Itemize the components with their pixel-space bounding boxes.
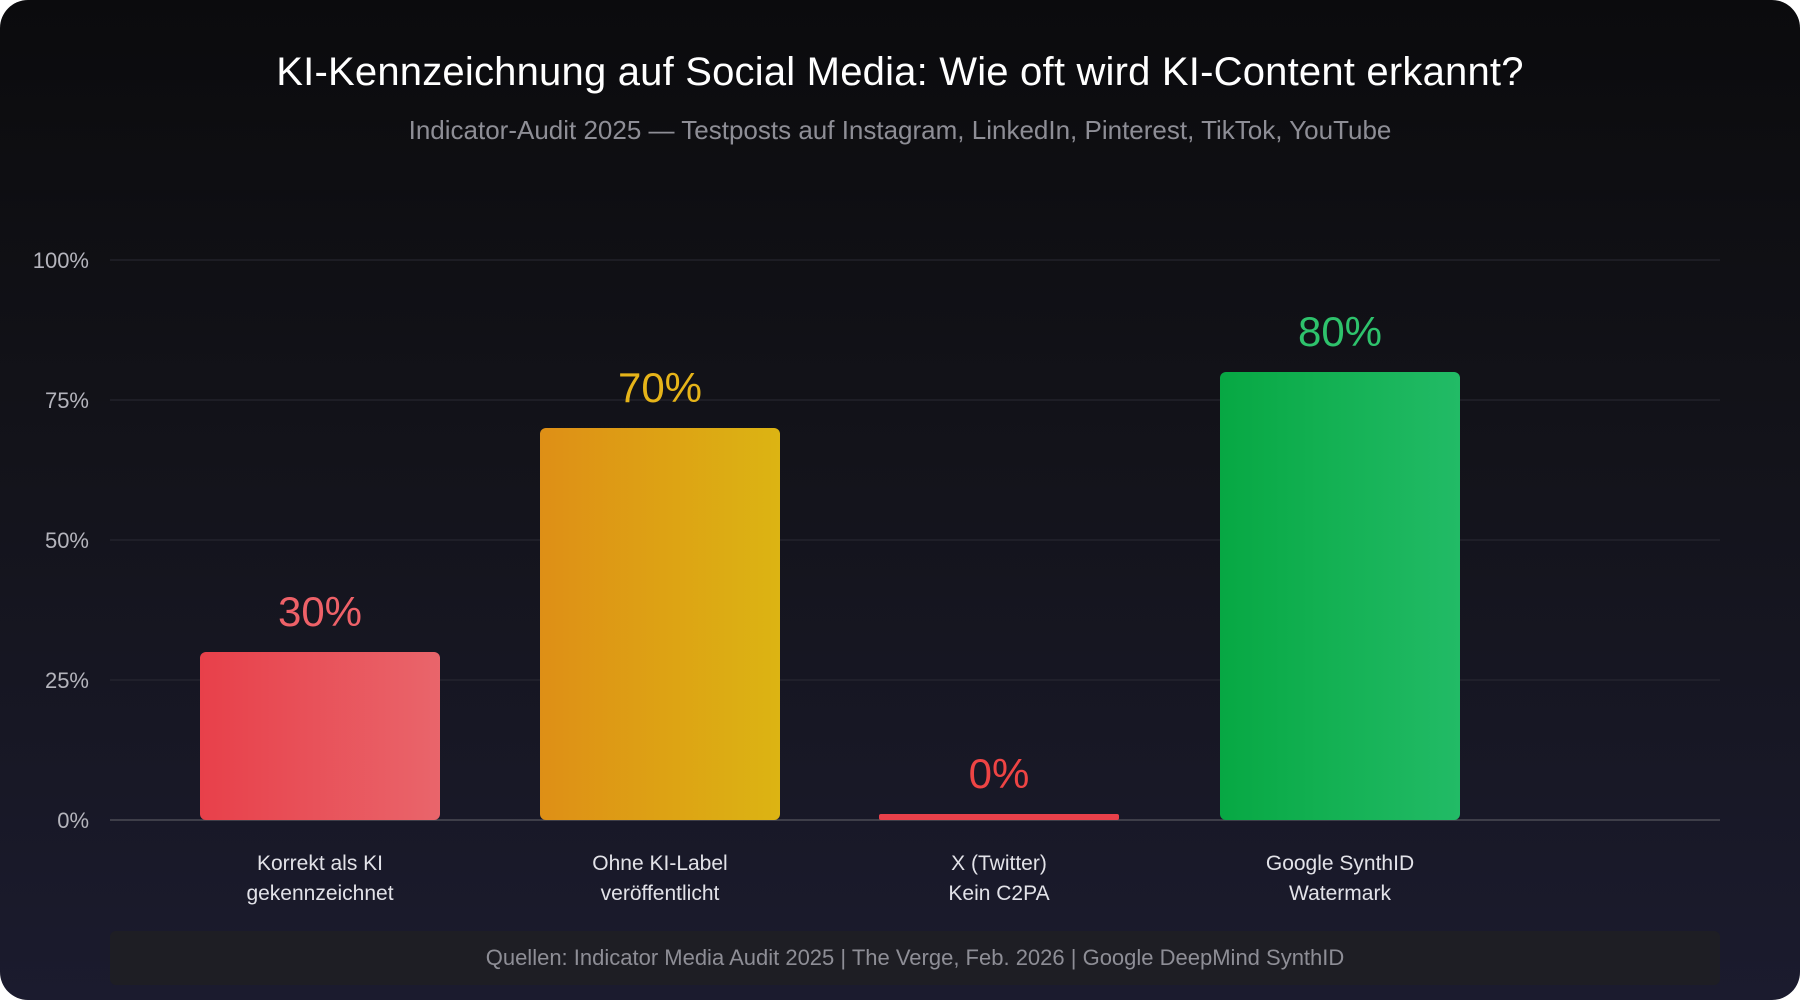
x-tick-label: Korrekt als KI gekennzeichnet [246,852,393,905]
x-tick-label: Google SynthID Watermark [1266,852,1414,905]
bar-series [200,372,1460,820]
bar [879,814,1119,820]
chart-title: KI-Kennzeichnung auf Social Media: Wie o… [276,50,1524,94]
sources-footer: Quellen: Indicator Media Audit 2025 | Th… [110,931,1720,985]
data-labels: 30% 70% 0% 80% [278,308,1382,797]
bar-value-label: 80% [1298,308,1382,355]
bar [1220,372,1460,820]
y-tick-label: 50% [45,528,89,553]
x-axis-tick-labels: Korrekt als KI gekennzeichnet Ohne KI-Labe… [246,852,1414,905]
chart-subtitle: Indicator-Audit 2025 — Testposts auf Ins… [408,115,1392,145]
y-tick-label: 0% [57,808,89,833]
x-tick-label: Ohne KI-Label veröffentlicht [592,852,727,905]
y-tick-label: 75% [45,388,89,413]
x-tick-label: X (Twitter) Kein C2PA [948,852,1049,905]
y-tick-label: 100% [33,248,89,273]
y-tick-label: 25% [45,668,89,693]
bar-value-label: 70% [618,364,702,411]
bar-value-label: 0% [969,750,1030,797]
bar-value-label: 30% [278,588,362,635]
bar [200,652,440,820]
bar [540,428,780,820]
